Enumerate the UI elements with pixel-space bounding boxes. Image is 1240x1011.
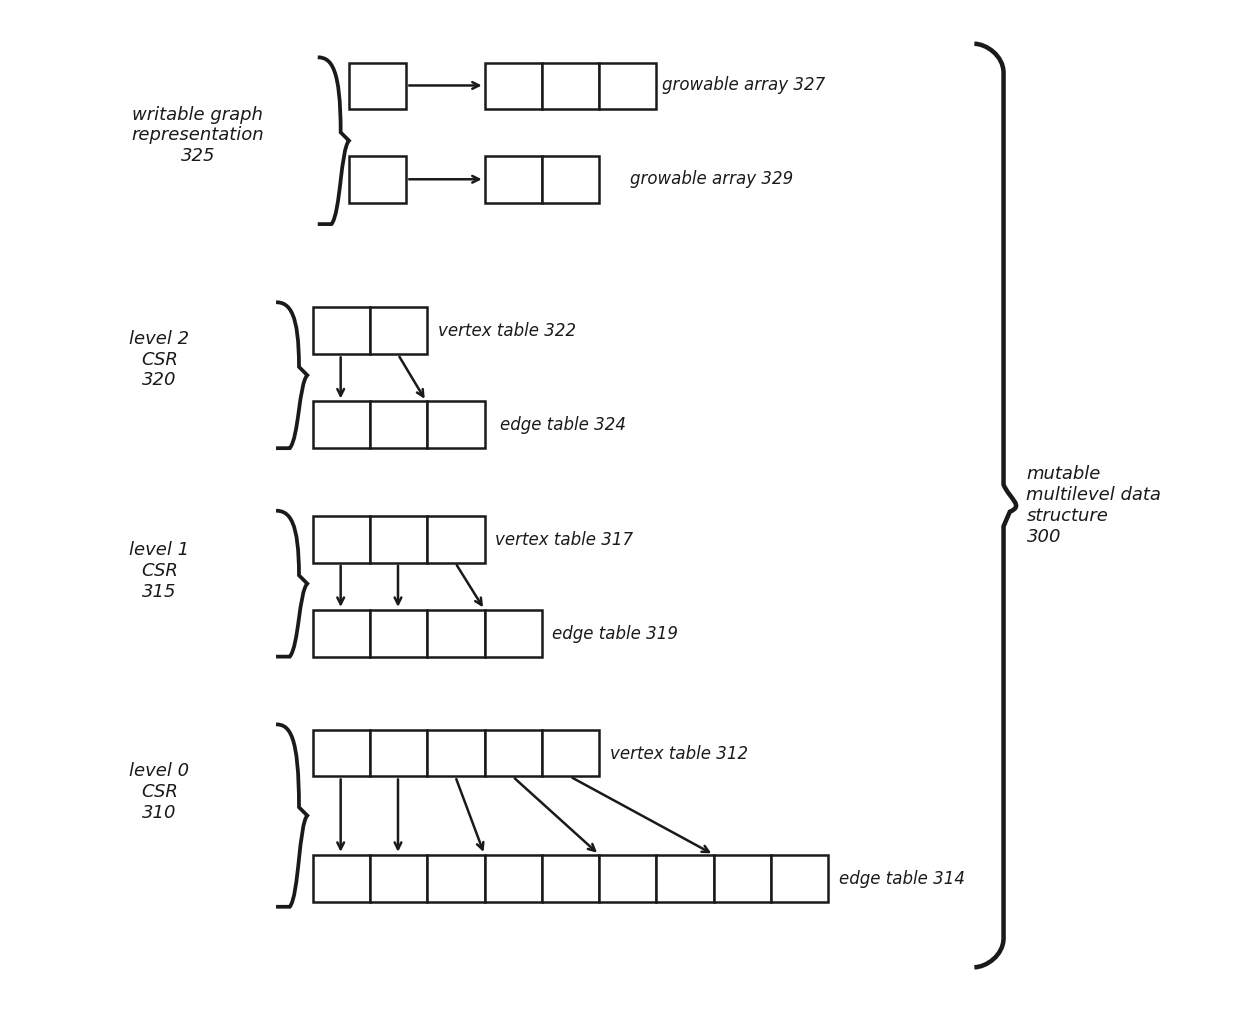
Bar: [370, 516, 428, 563]
Bar: [428, 401, 485, 448]
Bar: [771, 854, 828, 902]
Bar: [428, 610, 485, 656]
Text: growable array 327: growable array 327: [662, 77, 825, 94]
Bar: [656, 854, 714, 902]
Bar: [312, 307, 370, 355]
Text: edge table 314: edge table 314: [839, 869, 965, 888]
Text: level 2
CSR
320: level 2 CSR 320: [129, 330, 190, 389]
Text: level 1
CSR
315: level 1 CSR 315: [129, 541, 190, 601]
Bar: [312, 401, 370, 448]
Bar: [485, 610, 542, 656]
Bar: [370, 730, 428, 776]
Bar: [312, 854, 370, 902]
Bar: [485, 157, 542, 203]
Text: edge table 324: edge table 324: [500, 417, 626, 435]
Bar: [370, 307, 428, 355]
Bar: [714, 854, 771, 902]
Text: writable graph
representation
325: writable graph representation 325: [131, 106, 264, 165]
Bar: [428, 516, 485, 563]
Text: mutable
multilevel data
structure
300: mutable multilevel data structure 300: [1027, 465, 1162, 546]
Bar: [542, 854, 599, 902]
Bar: [370, 854, 428, 902]
Bar: [542, 63, 599, 109]
Bar: [312, 610, 370, 656]
Bar: [370, 610, 428, 656]
Text: level 0
CSR
310: level 0 CSR 310: [129, 762, 190, 822]
Text: vertex table 322: vertex table 322: [438, 323, 575, 341]
Bar: [542, 730, 599, 776]
Bar: [542, 157, 599, 203]
Bar: [485, 730, 542, 776]
Bar: [312, 516, 370, 563]
Text: edge table 319: edge table 319: [552, 625, 678, 643]
Bar: [599, 63, 656, 109]
Bar: [370, 401, 428, 448]
Bar: [348, 157, 407, 203]
Text: vertex table 312: vertex table 312: [610, 744, 748, 762]
Bar: [312, 730, 370, 776]
Text: vertex table 317: vertex table 317: [495, 531, 634, 549]
Text: growable array 329: growable array 329: [630, 170, 794, 188]
Bar: [485, 63, 542, 109]
Bar: [428, 730, 485, 776]
Bar: [485, 854, 542, 902]
Bar: [599, 854, 656, 902]
Bar: [348, 63, 407, 109]
Bar: [428, 854, 485, 902]
